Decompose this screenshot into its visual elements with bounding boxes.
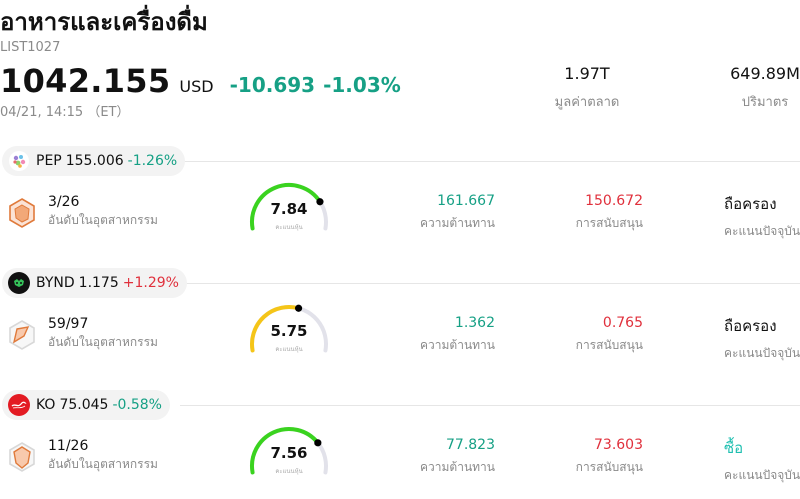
resistance-value: 77.823 bbox=[446, 437, 495, 453]
support-label: การสนับสนุน bbox=[575, 216, 643, 230]
market-cap-value: 1.97T bbox=[564, 64, 610, 83]
score-gauge: 5.75 คะแนนหุ้น bbox=[244, 302, 334, 362]
volume-value: 649.89M bbox=[730, 64, 800, 83]
stock-score-label: คะแนนหุ้น bbox=[275, 224, 303, 231]
volume-stat: 649.89M ปริมาตร bbox=[705, 64, 800, 112]
pepsi-logo-icon bbox=[8, 150, 30, 172]
stock-change: -0.58% bbox=[112, 397, 162, 413]
resistance-metric: 77.823 ความต้านทาน bbox=[420, 437, 495, 477]
price-change-percent: -1.03% bbox=[323, 73, 401, 97]
stock-change: -1.26% bbox=[127, 153, 178, 169]
sector-price: 1042.155 bbox=[0, 62, 171, 100]
resistance-label: ความต้านทาน bbox=[420, 338, 495, 352]
current-rating: ถือครอง คะแนนปัจจุบัน bbox=[724, 192, 800, 241]
industry-rank-value: 11/26 bbox=[48, 438, 89, 454]
current-rating: ถือครอง คะแนนปัจจุบัน bbox=[724, 314, 800, 363]
section-divider bbox=[180, 283, 800, 284]
gauge-fill bbox=[250, 305, 301, 353]
support-metric: 0.765 การสนับสนุน bbox=[576, 315, 643, 355]
current-rating: ซื้อ คะแนนปัจจุบัน bbox=[724, 436, 800, 485]
industry-rank-icon bbox=[9, 320, 35, 350]
resistance-metric: 161.667 ความต้านทาน bbox=[420, 193, 495, 233]
stock-score: 7.84 bbox=[270, 200, 308, 218]
stock-price: 1.175 bbox=[78, 275, 119, 291]
support-metric: 73.603 การสนับสนุน bbox=[576, 437, 643, 477]
gauge-fill bbox=[250, 427, 320, 475]
support-label: การสนับสนุน bbox=[575, 338, 643, 352]
quote-time: 04/21, 14:15 （ET） bbox=[0, 105, 130, 120]
stock-score-label: คะแนนหุ้น bbox=[275, 468, 303, 475]
currency: USD bbox=[179, 77, 214, 96]
stock-score: 5.75 bbox=[270, 322, 308, 340]
gauge-fill bbox=[250, 183, 322, 231]
industry-rank-value: 59/97 bbox=[48, 316, 89, 332]
stock-chip-ko[interactable]: KO 75.045 -0.58% bbox=[2, 390, 170, 420]
market-cap-label: มูลค่าตลาด bbox=[554, 95, 620, 110]
sector-title: อาหารและเครื่องดื่ม bbox=[0, 8, 208, 36]
rating-value: ถือครอง bbox=[724, 195, 777, 213]
industry-rank-label: อันดับในอุตสาหกรรม bbox=[48, 457, 158, 471]
industry-rank-label: อันดับในอุตสาหกรรม bbox=[48, 335, 158, 349]
rating-label: คะแนนปัจจุบัน bbox=[724, 468, 800, 482]
market-cap-stat: 1.97T มูลค่าตลาด bbox=[527, 64, 647, 112]
rating-value: ถือครอง bbox=[724, 317, 777, 335]
gauge-marker bbox=[314, 439, 322, 447]
gauge-marker bbox=[316, 198, 324, 206]
resistance-label: ความต้านทาน bbox=[420, 216, 495, 230]
score-gauge: 7.84 คะแนนหุ้น bbox=[244, 180, 334, 240]
stock-section-ko: KO 75.045 -0.58% 11/26 อันดับในอุตสาหกรร… bbox=[0, 390, 800, 499]
volume-label: ปริมาตร bbox=[741, 95, 789, 110]
industry-rank-value: 3/26 bbox=[48, 194, 80, 210]
support-metric: 150.672 การสนับสนุน bbox=[576, 193, 643, 233]
support-value: 0.765 bbox=[602, 315, 643, 331]
price-row: 1042.155 USD -10.693 -1.03% bbox=[0, 62, 401, 100]
resistance-label: ความต้านทาน bbox=[420, 460, 495, 474]
coca-cola-logo-icon bbox=[8, 394, 30, 416]
stock-price: 155.006 bbox=[65, 153, 124, 169]
resistance-metric: 1.362 ความต้านทาน bbox=[420, 315, 495, 355]
resistance-value: 1.362 bbox=[454, 315, 495, 331]
resistance-value: 161.667 bbox=[437, 193, 495, 209]
stock-section-pep: PEP 155.006 -1.26% 3/26 อันดับในอุตสาหกร… bbox=[0, 146, 800, 268]
support-value: 73.603 bbox=[594, 437, 643, 453]
industry-rank-label: อันดับในอุตสาหกรรม bbox=[48, 213, 158, 227]
industry-rank-icon bbox=[9, 442, 35, 472]
stock-price: 75.045 bbox=[59, 397, 109, 413]
stock-chip-bynd[interactable]: BYND 1.175 +1.29% bbox=[2, 268, 187, 298]
rating-label: คะแนนปัจจุบัน bbox=[724, 346, 800, 360]
industry-rank-icon bbox=[9, 198, 35, 228]
support-label: การสนับสนุน bbox=[575, 460, 643, 474]
sector-code: LIST1027 bbox=[0, 40, 61, 55]
stock-score-label: คะแนนหุ้น bbox=[275, 346, 303, 353]
gauge-marker bbox=[294, 304, 303, 312]
stock-section-bynd: BYND 1.175 +1.29% 59/97 อันดับในอุตสาหกร… bbox=[0, 268, 800, 390]
price-change: -10.693 bbox=[229, 73, 316, 97]
section-divider bbox=[180, 161, 800, 162]
stock-symbol: KO bbox=[36, 397, 56, 413]
stock-symbol: PEP bbox=[36, 153, 62, 169]
rating-label: คะแนนปัจจุบัน bbox=[724, 224, 800, 238]
stock-chip-pep[interactable]: PEP 155.006 -1.26% bbox=[2, 146, 186, 176]
section-divider bbox=[180, 405, 800, 406]
stock-symbol: BYND bbox=[36, 275, 75, 291]
score-gauge: 7.56 คะแนนหุ้น bbox=[244, 424, 334, 484]
stock-change: +1.29% bbox=[122, 275, 179, 291]
beyond-meat-logo-icon bbox=[8, 272, 30, 294]
stock-score: 7.56 bbox=[270, 444, 308, 462]
rating-value: ซื้อ bbox=[724, 439, 744, 457]
support-value: 150.672 bbox=[585, 193, 643, 209]
